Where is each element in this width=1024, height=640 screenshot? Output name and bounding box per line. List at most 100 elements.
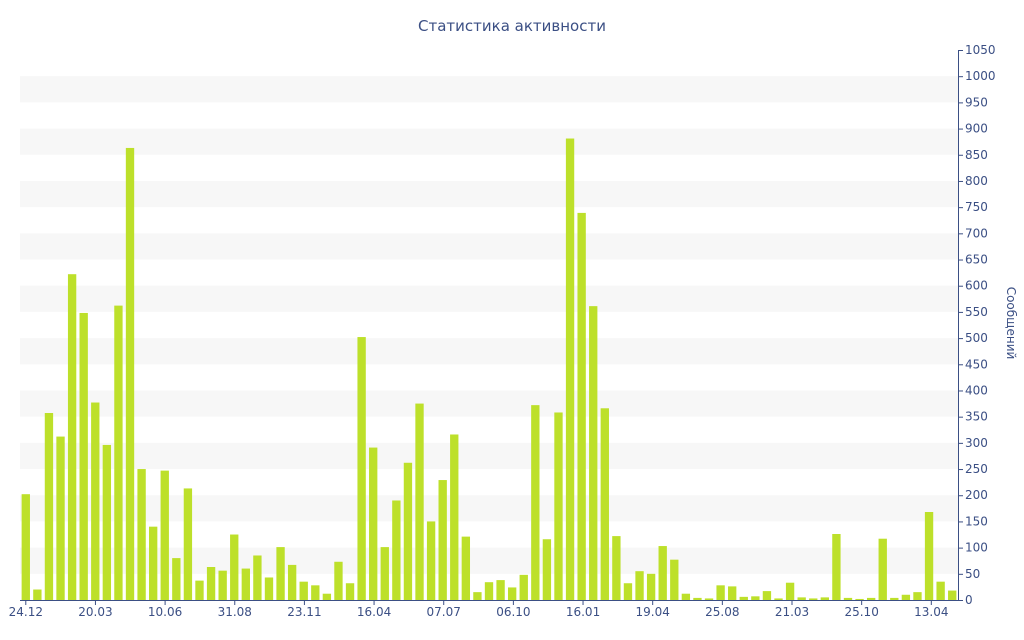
bar: [484, 582, 494, 600]
bar: [287, 564, 297, 600]
y-tick-label: 800: [965, 174, 988, 188]
bar: [230, 534, 239, 600]
y-tick-label: 300: [965, 436, 988, 450]
bar: [913, 592, 922, 600]
y-axis-label: Сообщений: [1004, 287, 1018, 360]
x-tick-label: 31.08: [218, 605, 252, 619]
y-tick-label: 200: [965, 488, 988, 502]
bar: [855, 598, 864, 600]
grid-band: [20, 495, 958, 522]
bar: [866, 597, 876, 600]
bar: [924, 512, 934, 600]
bar: [716, 585, 725, 600]
bar: [948, 590, 957, 600]
bar: [496, 580, 505, 600]
y-tick-label: 650: [965, 253, 988, 267]
bar: [554, 412, 563, 600]
chart-title: Статистика активности: [418, 17, 606, 35]
bar: [565, 138, 575, 600]
bar: [473, 592, 482, 600]
bar: [241, 568, 250, 600]
bar: [878, 538, 887, 600]
grid-band: [20, 442, 958, 470]
bar: [21, 494, 30, 600]
bar: [589, 306, 598, 600]
bar: [809, 598, 818, 600]
bar: [670, 559, 679, 600]
bar: [542, 539, 552, 600]
y-tick-label: 950: [965, 95, 988, 109]
bar: [415, 403, 424, 600]
grid-band: [20, 233, 958, 260]
y-tick-label: 450: [965, 357, 988, 371]
y-tick-label: 850: [965, 148, 988, 162]
y-tick-label: 600: [965, 279, 988, 293]
bar: [172, 558, 181, 600]
bar: [739, 596, 748, 600]
bar: [751, 596, 760, 600]
bar-series: [21, 138, 957, 600]
y-tick-label: 550: [965, 305, 988, 319]
grid-band: [20, 285, 958, 312]
bar: [438, 480, 447, 600]
bar: [820, 597, 829, 600]
bar: [183, 488, 193, 600]
x-axis-ticks: 24.12 20.03 10.06 31.08 23.11 16.04 07.07 06.10…: [9, 600, 948, 619]
grid-band: [20, 128, 958, 155]
bar: [936, 581, 945, 600]
bar: [612, 536, 621, 600]
bar: [345, 583, 355, 600]
bar: [797, 597, 806, 600]
grid-band: [20, 390, 958, 417]
bar: [762, 591, 772, 600]
bar: [658, 546, 667, 600]
bar: [623, 583, 633, 600]
x-tick-label: 13.04: [914, 605, 948, 619]
y-tick-label: 1000: [965, 69, 996, 83]
bar: [102, 444, 112, 600]
x-tick-label: 25.10: [844, 605, 878, 619]
x-tick-label: 06.10: [496, 605, 530, 619]
bar: [450, 434, 459, 600]
bar: [681, 593, 691, 600]
grid-band: [20, 338, 958, 365]
bar: [635, 571, 644, 600]
bar: [160, 470, 169, 600]
x-tick-label: 20.03: [78, 605, 112, 619]
x-tick-label: 07.07: [427, 605, 461, 619]
bar: [357, 337, 366, 600]
bar: [774, 598, 783, 600]
bar: [507, 587, 517, 600]
y-tick-label: 1050: [965, 43, 996, 57]
bar: [832, 534, 841, 600]
bar: [519, 574, 528, 600]
grid-bands: [20, 76, 958, 574]
bar: [646, 573, 656, 600]
y-tick-label: 150: [965, 514, 988, 528]
bar: [843, 597, 853, 600]
bar: [276, 547, 285, 600]
x-tick-label: 23.11: [287, 605, 321, 619]
bar: [125, 147, 135, 600]
bar: [693, 597, 702, 600]
bar: [137, 469, 146, 600]
bar: [311, 585, 320, 600]
bar: [704, 598, 714, 600]
bar: [299, 581, 308, 600]
bar: [56, 436, 65, 600]
x-tick-label: 24.12: [9, 605, 43, 619]
bar: [577, 212, 586, 600]
bar: [195, 580, 204, 600]
x-tick-label: 19.04: [636, 605, 670, 619]
bar: [901, 594, 911, 600]
y-tick-label: 50: [965, 567, 980, 581]
x-tick-label: 21.03: [775, 605, 809, 619]
y-tick-label: 0: [965, 593, 973, 607]
bar: [728, 586, 737, 600]
y-tick-label: 500: [965, 331, 988, 345]
bar: [44, 413, 54, 600]
bar: [600, 408, 609, 600]
x-tick-label: 25.08: [705, 605, 739, 619]
bar: [426, 521, 436, 600]
